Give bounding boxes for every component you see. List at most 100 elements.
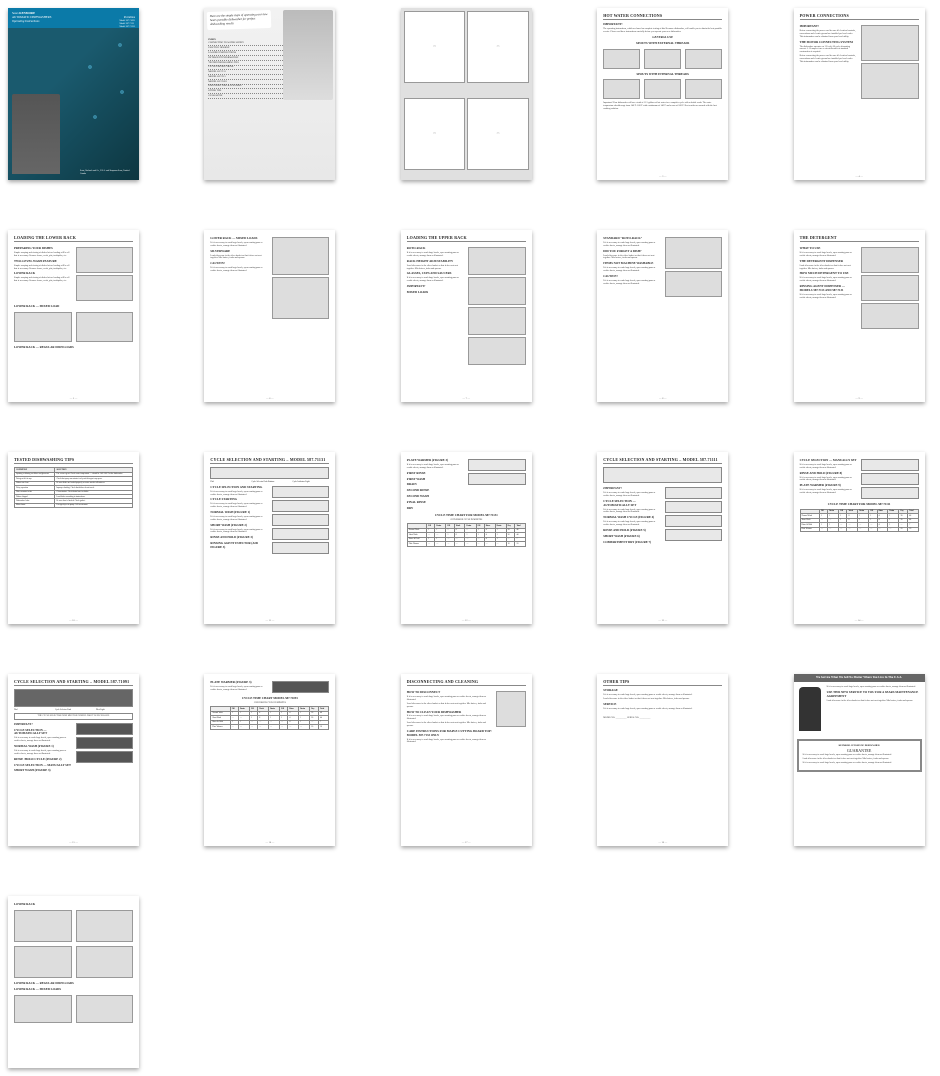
- page-num: — 9 —: [794, 397, 925, 400]
- lady-illustration: [283, 10, 333, 100]
- para: If it is necessary to wash large bowls, …: [14, 750, 72, 756]
- sub: HOW MUCH DETERGENT TO USE: [800, 272, 858, 276]
- sub: RINSING AGENT INJECTOR (AID Figure 3): [210, 542, 268, 550]
- rinse-illus: [861, 303, 919, 329]
- sub: LOWER RACK — MIXED LOAD: [14, 305, 133, 309]
- sub: Important!: [407, 285, 465, 289]
- model-illus: ▭: [404, 98, 466, 170]
- faucet-illus: [644, 79, 681, 99]
- rack-illus: [14, 946, 72, 978]
- page-toc: Here are the simple steps of operating y…: [204, 8, 335, 180]
- sub: Caution!: [210, 262, 268, 266]
- sub: SILVERWARE: [210, 250, 268, 254]
- rack-illus: [14, 995, 72, 1023]
- para: Load silverware in the silver basket so …: [603, 255, 661, 261]
- outlet-illus: [861, 63, 919, 99]
- para: If it is necessary to wash large bowls, …: [800, 477, 858, 483]
- sub: Important!: [800, 25, 858, 29]
- para: If it is necessary to wash large bowls, …: [803, 754, 916, 757]
- control-panel-illus: [603, 467, 722, 483]
- toc-item: OTHER TIPS: [208, 90, 221, 93]
- page-tips: TESTED DISHWASHING TIPS CONDITIONSOLUTIO…: [8, 452, 139, 624]
- toc-item: CYCLE INSTRUCTIONS:: [208, 66, 233, 69]
- sub: LOWER RACK: [14, 903, 133, 907]
- panel-fig: [665, 529, 723, 541]
- td: Foreign object in pump. Call serviceman.: [55, 503, 133, 507]
- cover-footer: Sears, Roebuck and Co., U.S.A. and Simps…: [80, 170, 136, 175]
- sub: GLASSES, CUPS AND SAUCERS: [407, 272, 465, 276]
- toc-item: LOADING INSTRUCTIONS: [208, 52, 236, 55]
- roto-illus: [665, 237, 723, 269]
- sub: SECOND WASH: [407, 495, 465, 499]
- panel-fig: [272, 500, 330, 512]
- page-num: — 18 —: [597, 841, 728, 844]
- page-num: — 12 —: [401, 619, 532, 622]
- rack-illus: [76, 247, 134, 273]
- page-num: — 15 —: [8, 841, 139, 844]
- sub: FINAL RINSE: [407, 501, 465, 505]
- sub: SPOUTS WITH EXTERNAL THREADS: [603, 42, 722, 46]
- rack-illus: [76, 275, 134, 301]
- sub: LOWER RACK — MIXED LOADS: [14, 988, 133, 992]
- sub: PREPARING YOUR DISHES: [14, 247, 72, 251]
- rack-illus: [272, 237, 330, 275]
- sub: CYCLE SELECTION — MANUALLY SET: [800, 459, 858, 463]
- para: The operating instructions, which are ba…: [603, 28, 722, 34]
- page-title: THE DETERGENT: [800, 235, 919, 242]
- page-title: TESTED DISHWASHING TIPS: [14, 457, 133, 464]
- toc-item: TESTED DISHWASHING TIPS: [208, 62, 238, 65]
- panel-fig: [861, 473, 919, 485]
- rack-illus: [76, 910, 134, 942]
- page-lower-rack-3: LOWER RACK LOWER RACK — REGULAR DISH LOA…: [8, 896, 139, 1068]
- illus: [665, 271, 723, 297]
- sub: DRY: [407, 507, 465, 511]
- page-num: — 17 —: [401, 841, 532, 844]
- para: If it is necessary to wash large bowls, …: [603, 521, 661, 527]
- page-cycle-71091-b: PLATE WARMER (Figure 3)If it is necessar…: [204, 674, 335, 846]
- para: If it is necessary to wash large bowls, …: [210, 242, 268, 248]
- page-hotwater: HOT WATER CONNECTIONS Important! The ope…: [597, 8, 728, 180]
- sub: HOW TO CLEAN YOUR DISHWASHER: [407, 711, 492, 715]
- sub: CYCLE SELECTION — AUTOMATICALLY SET: [603, 500, 661, 508]
- para: If it is necessary to wash large bowls, …: [603, 280, 661, 286]
- para: Load silverware in the silver basket so …: [603, 698, 722, 701]
- para: If it is necessary to wash large bowls, …: [603, 242, 661, 248]
- sub: General Use: [603, 36, 722, 40]
- page-num: — 16 —: [204, 841, 335, 844]
- chart-sub: CONVERSION CYCLE IN MINUTES: [407, 519, 526, 522]
- page-disconnect: DISCONNECTING AND CLEANING HOW TO DISCON…: [401, 674, 532, 846]
- control-panel-illus: [14, 689, 133, 707]
- sub: SERVICE: [603, 703, 722, 707]
- toc-item: DISCONNECTING & CLEANING: [208, 85, 241, 88]
- page-title: HOT WATER CONNECTIONS: [603, 13, 722, 20]
- model-illus: ▭: [404, 11, 466, 83]
- sub: PLATE WARMER (Figure 3): [407, 459, 465, 463]
- sub: RINSING AGENT DISPENSER — Models 587.711…: [800, 285, 858, 293]
- page-title: OTHER TIPS: [603, 679, 722, 686]
- serviceman-illus: [799, 687, 821, 731]
- para: Simple scraping and rinsing of dishes be…: [14, 265, 72, 271]
- para: If it is necessary to wash large bowls, …: [210, 516, 268, 522]
- model-serial-line: MODEL NO. __________ SERIAL NO. ________…: [603, 717, 722, 720]
- toc-item: ELECTRIC HOOKUP: [208, 47, 229, 50]
- para: If it is necessary to wash large bowls, …: [603, 509, 661, 515]
- lbl: Cycle Selector Push: [55, 709, 92, 712]
- cert-word: GUARANTEE: [803, 748, 916, 753]
- panel-fig: [468, 473, 526, 485]
- cycle-chart: FillDrainFillWashDrainFillRinseDrainDryT…: [210, 706, 329, 729]
- sub: THE MOTOR CONNECTING SYSTEM: [800, 41, 858, 45]
- toc-item: GUARANTEE: [208, 95, 222, 98]
- para: If it is necessary to wash large bowls, …: [14, 737, 72, 743]
- para: Load silverware in the silver basket so …: [407, 722, 492, 728]
- sub: ITEMS NOT MACHINE WASHABLE: [603, 262, 661, 266]
- note: THE CYCLE SELECTOR PUSH MUST BE PUSHED F…: [14, 713, 133, 720]
- sub: PLATE WARMER (Figure 9): [800, 484, 858, 488]
- para: If it is necessary to wash large bowls, …: [827, 686, 922, 689]
- lbl: Pilot Light: [96, 709, 133, 712]
- page-title: LOADING THE UPPER RACK: [407, 235, 526, 242]
- panel-fig: [76, 723, 134, 735]
- panel-fig: [665, 501, 723, 513]
- sub: ROTO-RACK: [407, 247, 465, 251]
- lbl: Dial: [14, 709, 51, 712]
- page-power: POWER CONNECTIONS Important! Before conn…: [794, 8, 925, 180]
